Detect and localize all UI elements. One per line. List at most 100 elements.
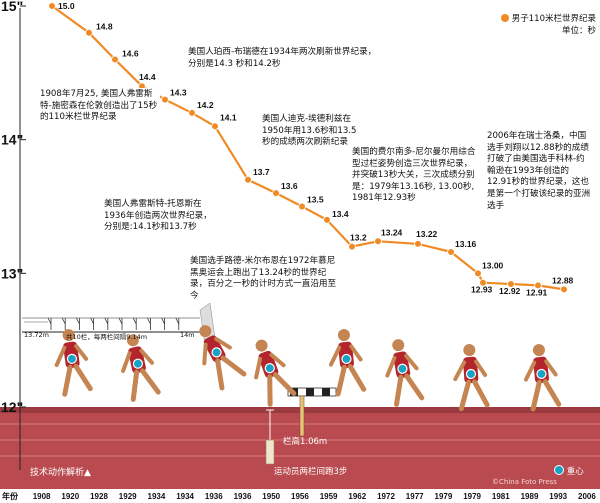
athlete-leg bbox=[404, 373, 425, 401]
annotation-1950: 美国人迪克-埃德利兹在1950年用13.6秒和13.5秒的成绩两次刷新纪录 bbox=[260, 113, 366, 150]
x-tick-label: 2006 bbox=[578, 492, 596, 501]
athlete-leg bbox=[272, 372, 297, 396]
record-point-label: 13.16 bbox=[455, 239, 477, 249]
photo-credit: ©China Foto Press bbox=[492, 478, 557, 486]
x-tick-label: 1956 bbox=[291, 492, 309, 501]
x-tick-label: 1972 bbox=[377, 492, 395, 501]
athlete-arm bbox=[404, 353, 419, 371]
record-point bbox=[48, 2, 56, 10]
x-tick-label: 1936 bbox=[234, 492, 252, 501]
record-point bbox=[244, 175, 252, 184]
record-point-label: 15.0 bbox=[58, 1, 75, 11]
x-tick-label: 1979 bbox=[463, 492, 481, 501]
record-point bbox=[188, 109, 196, 117]
record-point bbox=[507, 280, 515, 288]
record-point-label: 13.6 bbox=[281, 181, 298, 191]
athlete-head bbox=[463, 344, 476, 357]
y-tick-label: 15" bbox=[1, 0, 23, 14]
record-point-label: 13.24 bbox=[381, 227, 403, 237]
record-point bbox=[414, 240, 422, 248]
x-tick-label: 1920 bbox=[61, 492, 79, 501]
annotation-1908: 1908年7月25, 美国人弗雷斯特-施密森在伦敦创造出了15秒的110米栏世界… bbox=[38, 88, 160, 125]
y-tick-label: 14" bbox=[1, 132, 23, 148]
y-tick-label: 13" bbox=[1, 265, 23, 281]
athlete-leg bbox=[335, 364, 347, 397]
athlete-figure bbox=[453, 344, 490, 412]
athlete-leg bbox=[472, 379, 490, 408]
mini-hurdle bbox=[175, 317, 180, 325]
athlete-arm bbox=[121, 351, 132, 373]
x-tick-label: 1959 bbox=[320, 492, 338, 501]
x-tick-label: 1989 bbox=[521, 492, 539, 501]
record-point bbox=[348, 242, 356, 251]
x-tick-label: 1936 bbox=[205, 492, 223, 501]
record-point bbox=[211, 122, 219, 131]
athlete-leg bbox=[130, 369, 140, 402]
mini-hurdle bbox=[90, 317, 94, 325]
distance-middle: 共10栏，每两栏间隔9.14m bbox=[66, 333, 148, 341]
annotation-2006: 2006年在瑞士洛桑，中国选手刘翔以12.88秒的成绩打破了由美国选手科林-约翰… bbox=[485, 130, 595, 214]
athlete-arm bbox=[453, 360, 467, 382]
x-tick-label: 1934 bbox=[148, 492, 166, 501]
record-point bbox=[479, 278, 487, 287]
annotation-1936: 美国人弗雷斯特-托恩斯在1936年创造两次世界纪录，分别是:14.1秒和13.7… bbox=[102, 198, 214, 235]
athlete-leg bbox=[347, 364, 367, 392]
hurdle-height-label: 栏高1.06m bbox=[283, 437, 328, 447]
athlete-figure bbox=[254, 339, 297, 407]
athlete-arm bbox=[474, 359, 488, 377]
athlete-arm bbox=[54, 345, 67, 368]
record-point-label: 12.92 bbox=[499, 286, 521, 296]
legend: 男子110米栏世界纪录 单位：秒 bbox=[500, 12, 596, 36]
athlete-arm bbox=[254, 356, 263, 380]
center-legend-label: 重心 bbox=[566, 467, 584, 477]
steps-label: 运动员两栏间跑3步 bbox=[274, 467, 348, 477]
center-legend: 重心 bbox=[554, 465, 584, 477]
athlete-figure bbox=[54, 329, 93, 397]
record-point-label: 14.8 bbox=[96, 22, 113, 32]
x-tick-label: 1993 bbox=[549, 492, 567, 501]
legend-dot-icon bbox=[500, 14, 509, 22]
distance-end: 14m bbox=[180, 331, 195, 339]
record-point-label: 14.4 bbox=[139, 72, 156, 82]
record-point bbox=[474, 269, 482, 278]
x-tick-label: 年份 bbox=[2, 491, 19, 501]
y-tick-label: 12" bbox=[1, 399, 23, 415]
record-point-label: 14.6 bbox=[122, 48, 139, 58]
distance-start: 13.72m bbox=[24, 331, 49, 339]
x-tick-label: 1929 bbox=[119, 492, 137, 501]
athlete-head bbox=[62, 329, 75, 342]
record-point-label: 13.4 bbox=[332, 209, 349, 219]
athlete-leg bbox=[394, 374, 404, 407]
athlete-sequence bbox=[54, 325, 562, 412]
center-of-gravity-marker bbox=[536, 368, 547, 380]
mini-hurdle bbox=[47, 317, 52, 325]
center-of-gravity-marker bbox=[264, 363, 275, 374]
mini-hurdle bbox=[104, 317, 109, 325]
athlete-leg bbox=[542, 379, 562, 407]
athlete-leg bbox=[530, 379, 542, 412]
center-of-gravity-marker bbox=[465, 368, 477, 380]
record-point-label: 12.88 bbox=[552, 275, 574, 285]
record-point bbox=[447, 248, 455, 256]
center-of-gravity-marker bbox=[397, 363, 408, 374]
athlete-head bbox=[337, 329, 350, 342]
athlete-figure bbox=[121, 334, 161, 402]
record-point-label: 13.5 bbox=[307, 195, 324, 205]
x-tick-label: 1981 bbox=[492, 492, 510, 501]
x-tick-label: 1934 bbox=[176, 492, 194, 501]
athlete-arm bbox=[523, 360, 537, 382]
athlete-figure bbox=[328, 329, 367, 397]
legend-label: 男子110米栏世界纪录 bbox=[511, 14, 596, 24]
center-of-gravity-marker bbox=[132, 358, 144, 369]
athlete-figure bbox=[199, 325, 247, 391]
record-point bbox=[111, 55, 119, 64]
athlete-arm bbox=[349, 344, 363, 362]
athlete-arm bbox=[74, 344, 89, 361]
record-point bbox=[534, 281, 542, 290]
record-point-label: 13.2 bbox=[350, 233, 367, 243]
athlete-head bbox=[199, 325, 212, 338]
athlete-arm bbox=[214, 336, 232, 350]
record-point bbox=[298, 202, 306, 211]
annotation-1979: 美国的费尔南多-尼尔曼尔用综合型过栏姿势创造三次世界纪录，并突破13秒大关，三次… bbox=[350, 146, 479, 206]
